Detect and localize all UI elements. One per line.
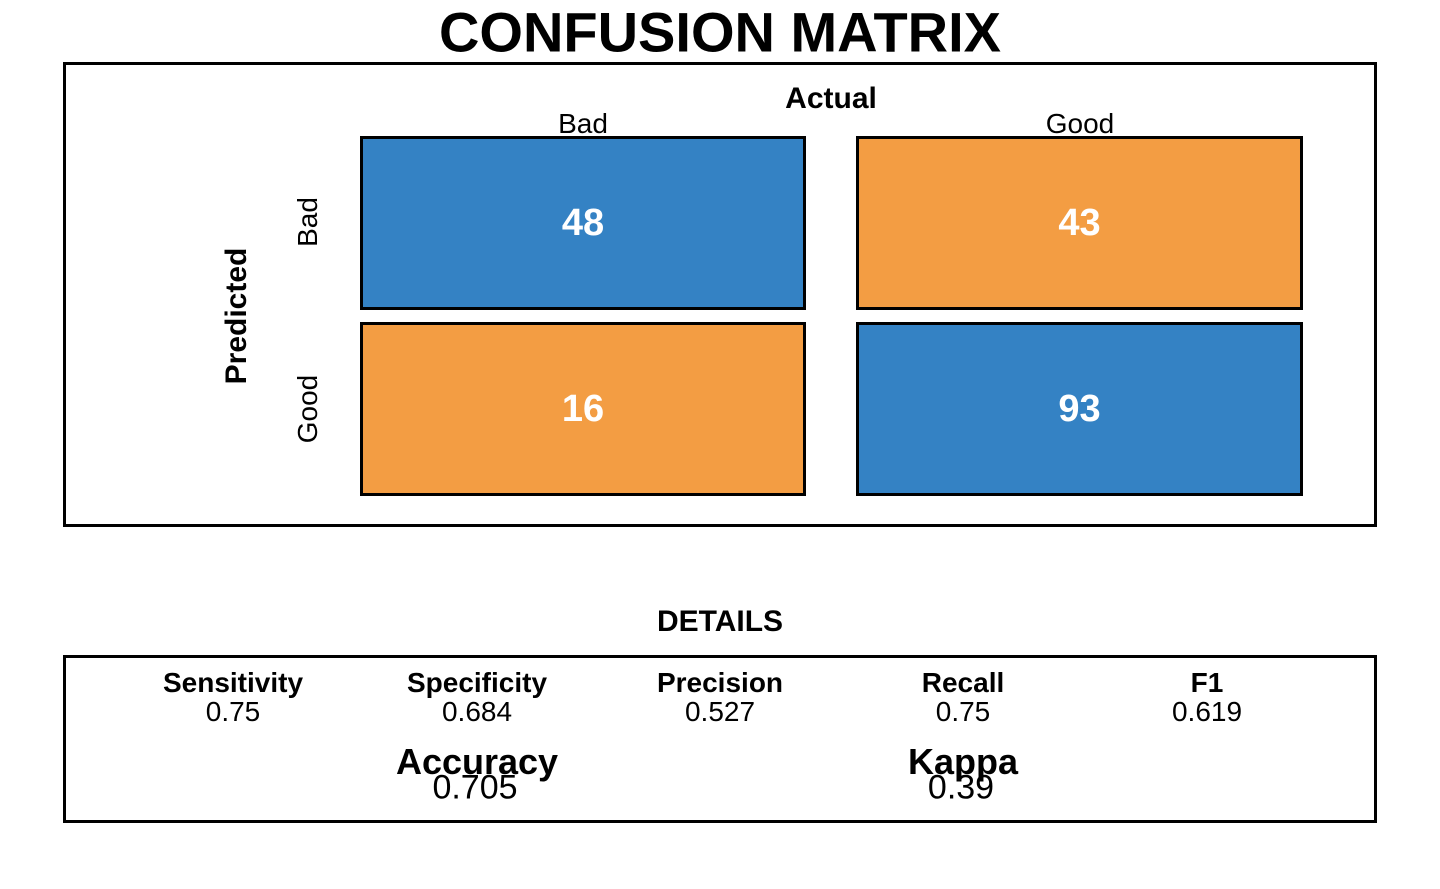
- metric-label-recall: Recall: [921, 667, 1005, 698]
- details-panel: [63, 655, 1377, 823]
- metric-value-sensitivity: 0.75: [205, 696, 261, 727]
- metric-label-f1: F1: [1190, 667, 1224, 698]
- metric-value-precision: 0.527: [684, 696, 756, 727]
- row-label-bad: Bad: [292, 197, 323, 247]
- metric-value-accuracy: 0.705: [432, 768, 518, 807]
- cell-predicted-good-actual-bad: 16: [360, 322, 806, 496]
- metric-label-precision: Precision: [656, 667, 784, 698]
- column-label-good: Good: [1045, 108, 1115, 139]
- cell-value-false-negative: 43: [1058, 201, 1101, 244]
- cell-predicted-bad-actual-good: 43: [856, 136, 1303, 310]
- cell-value-true-positive: 93: [1058, 387, 1101, 430]
- column-label-bad: Bad: [558, 108, 608, 139]
- cell-predicted-bad-actual-bad: 48: [360, 136, 806, 310]
- predicted-axis-label: Predicted: [220, 247, 253, 385]
- metric-label-kappa: Kappa: [907, 741, 1019, 782]
- row-label-good: Good: [292, 374, 323, 444]
- metric-label-specificity: Specificity: [406, 667, 548, 698]
- metric-value-f1: 0.619: [1171, 696, 1243, 727]
- metric-value-specificity: 0.684: [441, 696, 513, 727]
- metric-label-accuracy: Accuracy: [395, 741, 559, 782]
- metric-label-sensitivity: Sensitivity: [162, 667, 304, 698]
- page-title: CONFUSION MATRIX: [438, 0, 1002, 64]
- cell-predicted-good-actual-good: 93: [856, 322, 1303, 496]
- metric-value-recall: 0.75: [935, 696, 991, 727]
- metric-value-kappa: 0.39: [927, 768, 995, 807]
- cell-value-true-negative: 48: [561, 201, 605, 244]
- actual-axis-label: Actual: [785, 82, 877, 115]
- cell-value-false-positive: 16: [561, 387, 605, 430]
- details-heading: DETAILS: [656, 605, 784, 638]
